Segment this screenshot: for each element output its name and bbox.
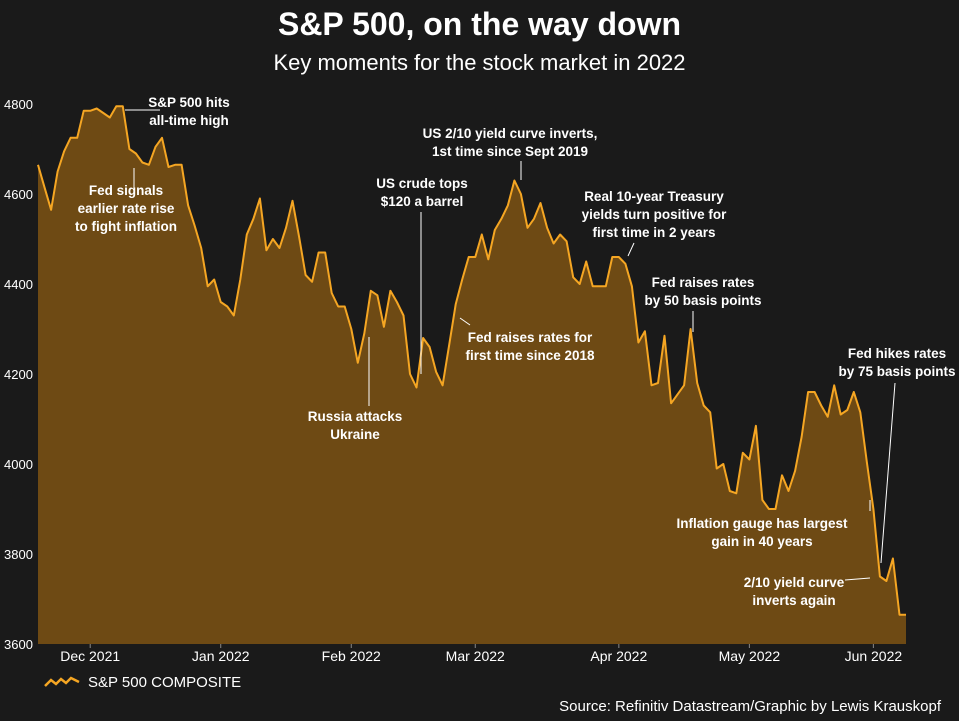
y-tick-label: 4200 bbox=[4, 367, 33, 382]
annotation-label: US crude tops bbox=[376, 176, 468, 191]
annotation-label: S&P 500 hits bbox=[148, 95, 230, 110]
annotation-label: Real 10-year Treasury bbox=[584, 189, 724, 204]
annotation-label: Fed raises rates bbox=[652, 275, 755, 290]
annotation-label: earlier rate rise bbox=[78, 201, 175, 216]
annotation-label: Ukraine bbox=[330, 427, 380, 442]
annotation-label: inverts again bbox=[752, 593, 835, 608]
annotation-label: Fed signals bbox=[89, 183, 163, 198]
x-tick-label: Mar 2022 bbox=[446, 648, 505, 664]
annotation-label: by 50 basis points bbox=[644, 293, 761, 308]
annotation-label: US 2/10 yield curve inverts, bbox=[423, 126, 598, 141]
y-tick-label: 3600 bbox=[4, 637, 33, 652]
annotation-leader bbox=[459, 317, 471, 326]
y-tick-label: 4800 bbox=[4, 97, 33, 112]
legend-line-icon bbox=[44, 675, 80, 687]
x-tick-label: Jan 2022 bbox=[192, 648, 250, 664]
annotation-label: Inflation gauge has largest bbox=[676, 516, 848, 531]
x-tick-label: Jun 2022 bbox=[845, 648, 903, 664]
x-tick-label: Feb 2022 bbox=[322, 648, 381, 664]
annotation-leader bbox=[627, 242, 635, 257]
annotation-label: to fight inflation bbox=[75, 219, 177, 234]
annotation-label: yields turn positive for bbox=[582, 207, 728, 222]
annotation-label: $120 a barrel bbox=[381, 194, 464, 209]
x-tick-label: May 2022 bbox=[719, 648, 781, 664]
source-credit: Source: Refinitiv Datastream/Graphic by … bbox=[559, 698, 941, 715]
y-tick-label: 4400 bbox=[4, 277, 33, 292]
y-tick-label: 4000 bbox=[4, 457, 33, 472]
annotation-label: all-time high bbox=[149, 113, 229, 128]
legend: S&P 500 COMPOSITE bbox=[44, 674, 241, 691]
annotation-leader bbox=[880, 382, 896, 564]
annotation-label: by 75 basis points bbox=[838, 364, 955, 379]
y-tick-label: 3800 bbox=[4, 547, 33, 562]
x-tick-label: Dec 2021 bbox=[60, 648, 120, 664]
annotation-label: 2/10 yield curve bbox=[744, 575, 845, 590]
annotation-label: Fed hikes rates bbox=[848, 346, 946, 361]
annotation-label: 1st time since Sept 2019 bbox=[432, 144, 588, 159]
annotation-label: Fed raises rates for bbox=[468, 330, 593, 345]
annotation-label: first time since 2018 bbox=[465, 348, 595, 363]
area-fill bbox=[38, 106, 906, 645]
annotation-label: gain in 40 years bbox=[711, 534, 812, 549]
annotation-label: first time in 2 years bbox=[592, 225, 715, 240]
annotation-leader bbox=[844, 577, 871, 581]
annotation-label: Russia attacks bbox=[308, 409, 403, 424]
x-tick-label: Apr 2022 bbox=[590, 648, 647, 664]
y-tick-label: 4600 bbox=[4, 187, 33, 202]
chart-subtitle: Key moments for the stock market in 2022 bbox=[273, 50, 686, 75]
series-line bbox=[37, 105, 906, 616]
legend-label: S&P 500 COMPOSITE bbox=[88, 674, 242, 691]
chart-title: S&P 500, on the way down bbox=[277, 6, 682, 42]
